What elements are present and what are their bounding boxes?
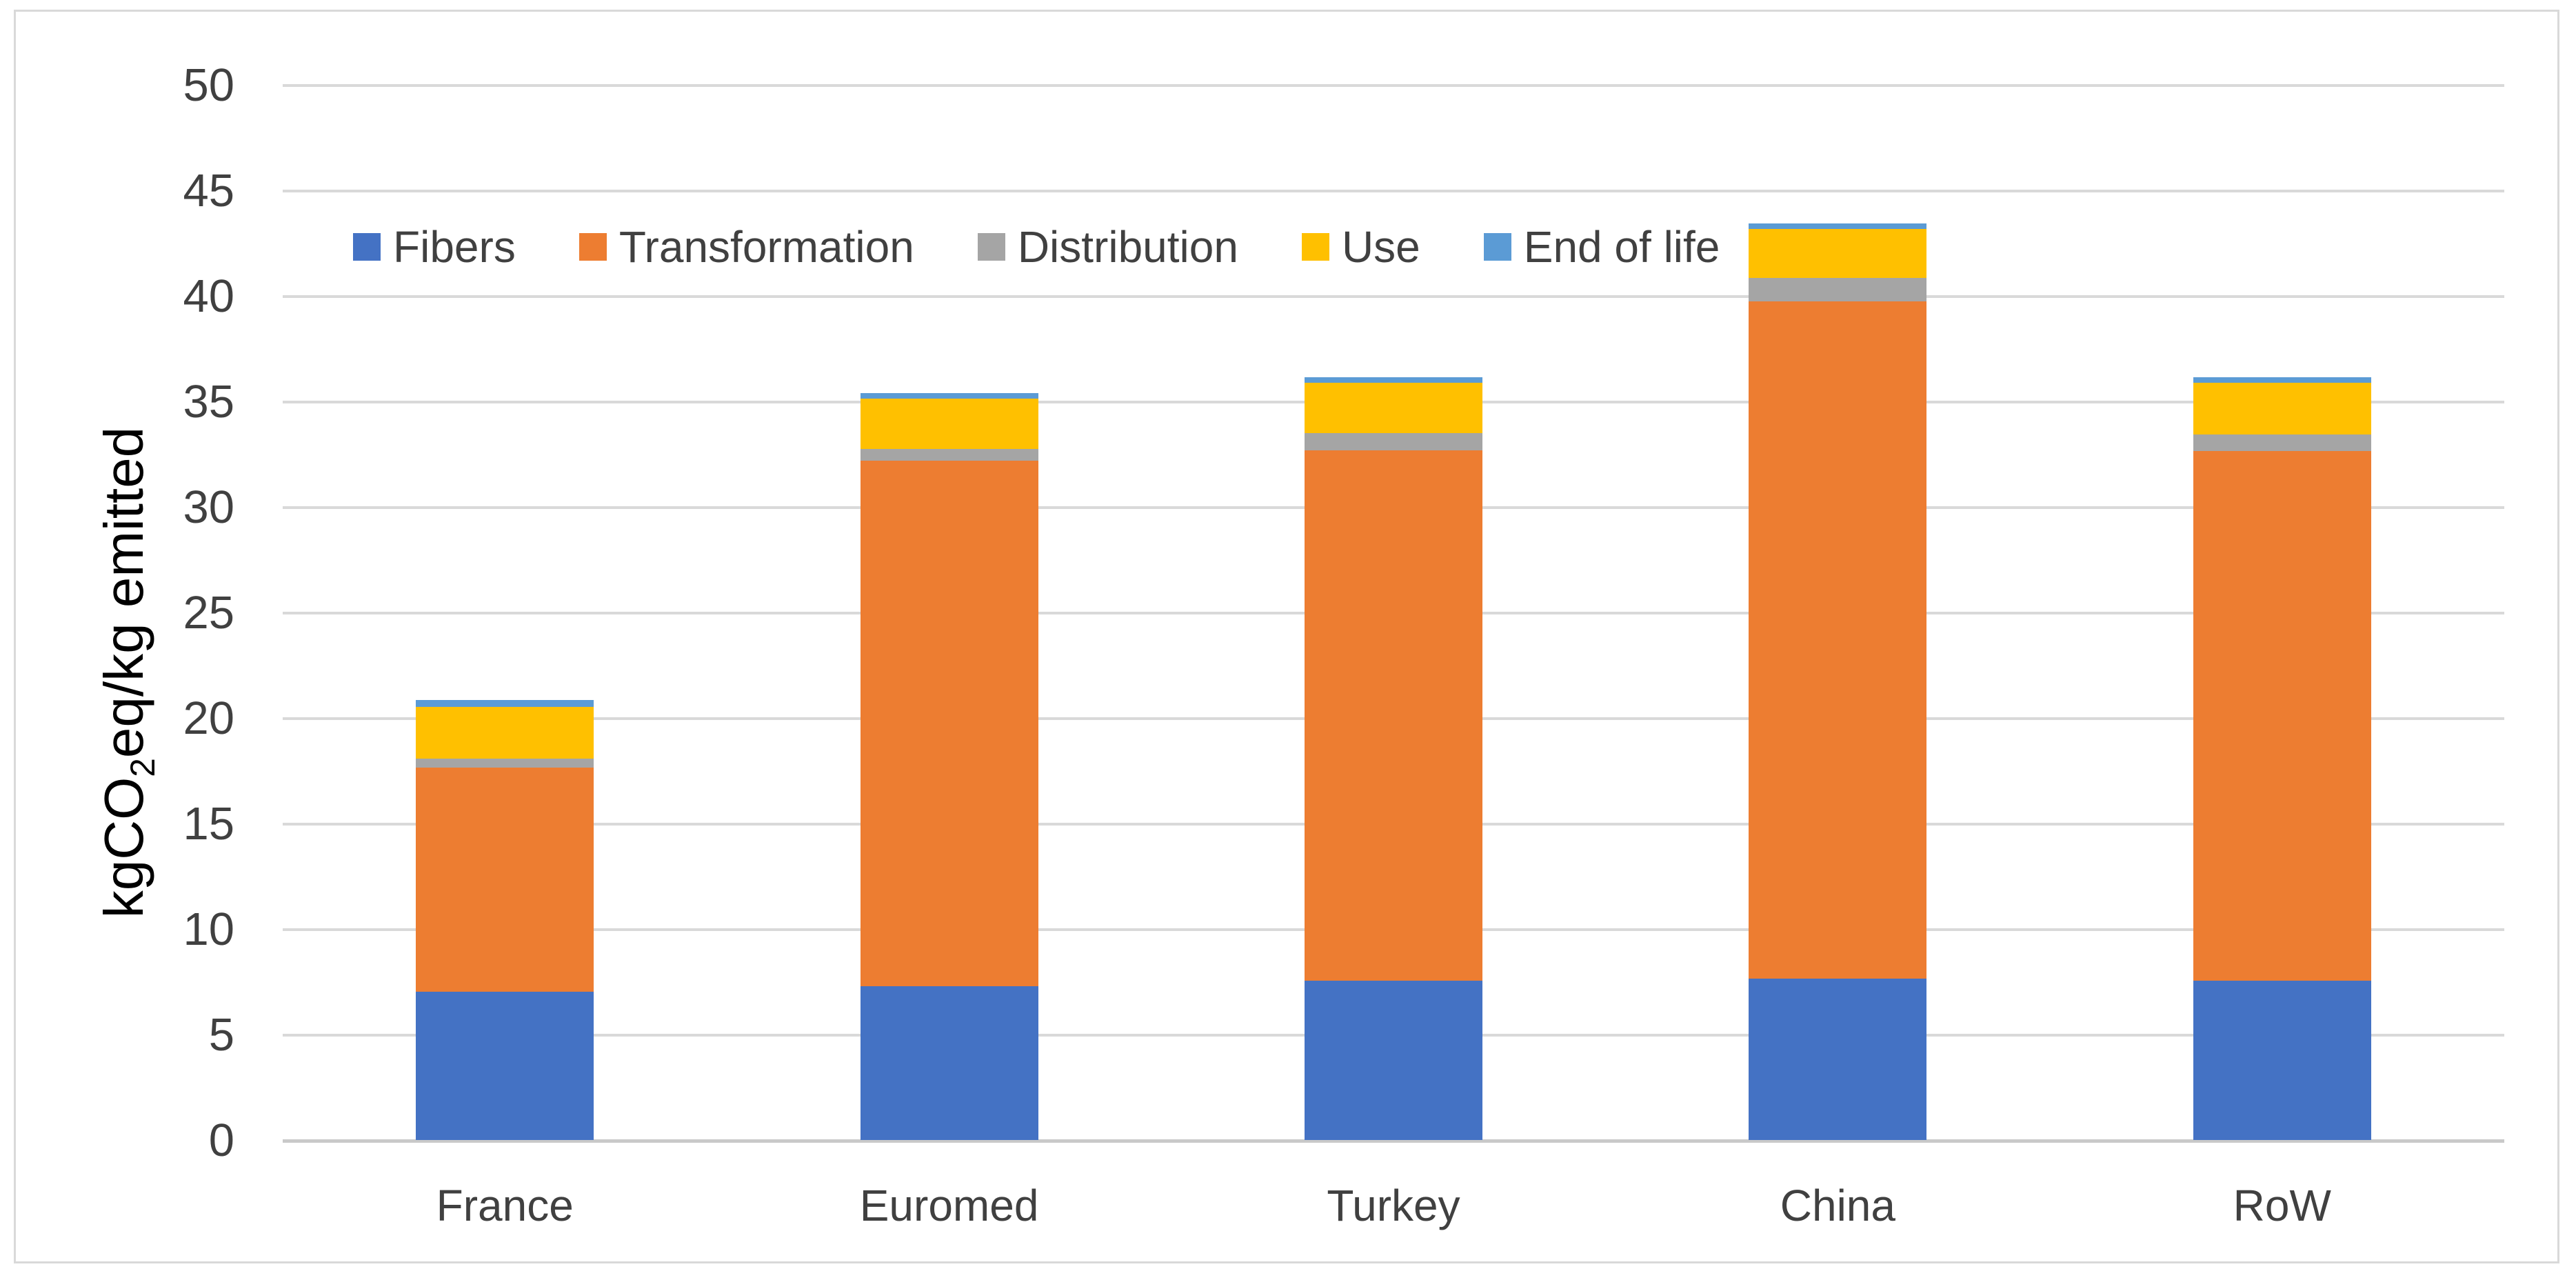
- y-tick-label-40: 40: [183, 270, 234, 322]
- bar-segment-end-of-life-china: [1749, 223, 1927, 229]
- legend-item-distribution: Distribution: [977, 221, 1238, 272]
- bar-segment-distribution-row: [2193, 434, 2371, 452]
- bar-segment-use-china: [1749, 228, 1927, 279]
- legend-swatch-distribution: [977, 233, 1005, 261]
- y-tick-label-15: 15: [183, 797, 234, 850]
- bar-segment-transformation-turkey: [1305, 450, 1482, 981]
- y-tick-label-0: 0: [208, 1114, 234, 1166]
- bar-segment-use-france: [416, 706, 594, 759]
- y-tick-label-30: 30: [183, 481, 234, 533]
- y-tick-label-10: 10: [183, 903, 234, 955]
- legend-label-transformation: Transformation: [618, 222, 914, 272]
- bar-segment-fibers-china: [1749, 979, 1927, 1141]
- legend-swatch-transformation: [578, 233, 607, 261]
- y-axis-title: kgCO2eq/kg emitted: [92, 427, 163, 918]
- legend-item-end-of-life: End of life: [1483, 221, 1720, 272]
- x-category-label-row: RoW: [2233, 1181, 2331, 1230]
- bar-segment-transformation-france: [416, 768, 594, 992]
- bar-segment-distribution-turkey: [1305, 433, 1482, 450]
- bar-segment-transformation-euromed: [860, 461, 1038, 987]
- bar-segment-transformation-row: [2193, 451, 2371, 981]
- gridline-45: [283, 189, 2504, 192]
- y-tick-label-50: 50: [183, 59, 234, 111]
- y-tick-label-5: 5: [208, 1008, 234, 1061]
- legend-item-use: Use: [1301, 221, 1420, 272]
- x-category-label-china: China: [1780, 1181, 1895, 1230]
- legend-swatch-end-of-life: [1483, 233, 1511, 261]
- bar-segment-distribution-france: [416, 758, 594, 768]
- legend-swatch-use: [1301, 233, 1329, 261]
- legend-label-end-of-life: End of life: [1523, 222, 1720, 272]
- bar-segment-end-of-life-euromed: [860, 393, 1038, 399]
- bar-segment-transformation-china: [1749, 301, 1927, 979]
- x-axis-line: [283, 1139, 2504, 1143]
- x-category-label-turkey: Turkey: [1327, 1181, 1460, 1230]
- y-tick-label-20: 20: [183, 692, 234, 744]
- x-category-label-france: France: [436, 1181, 574, 1230]
- y-tick-label-35: 35: [183, 375, 234, 428]
- legend-label-fibers: Fibers: [393, 222, 516, 272]
- y-axis-title-prefix: kgCO: [93, 777, 154, 919]
- legend-label-use: Use: [1341, 222, 1420, 272]
- legend-item-transformation: Transformation: [578, 221, 914, 272]
- gridline-50: [283, 83, 2504, 87]
- bar-segment-end-of-life-france: [416, 700, 594, 707]
- bar-segment-use-row: [2193, 382, 2371, 434]
- bar-segment-distribution-euromed: [860, 449, 1038, 461]
- x-category-label-euromed: Euromed: [859, 1181, 1039, 1230]
- y-axis-title-subscript: 2: [123, 758, 162, 777]
- y-tick-label-25: 25: [183, 586, 234, 639]
- bar-segment-fibers-row: [2193, 981, 2371, 1141]
- y-tick-label-45: 45: [183, 164, 234, 217]
- y-axis-title-suffix: eq/kg emitted: [93, 426, 154, 759]
- legend-label-distribution: Distribution: [1017, 222, 1238, 272]
- bar-segment-distribution-china: [1749, 278, 1927, 302]
- legend-item-fibers: Fibers: [353, 221, 516, 272]
- bar-segment-use-euromed: [860, 398, 1038, 450]
- bar-segment-end-of-life-row: [2193, 377, 2371, 383]
- bar-segment-fibers-euromed: [860, 986, 1038, 1141]
- gridline-40: [283, 294, 2504, 298]
- bar-segment-end-of-life-turkey: [1305, 377, 1482, 383]
- legend: Fibers Transformation Distribution Use End o…: [353, 219, 1720, 274]
- bar-segment-use-turkey: [1305, 382, 1482, 434]
- bar-segment-fibers-turkey: [1305, 981, 1482, 1141]
- legend-swatch-fibers: [353, 233, 381, 261]
- bar-segment-fibers-france: [416, 991, 594, 1141]
